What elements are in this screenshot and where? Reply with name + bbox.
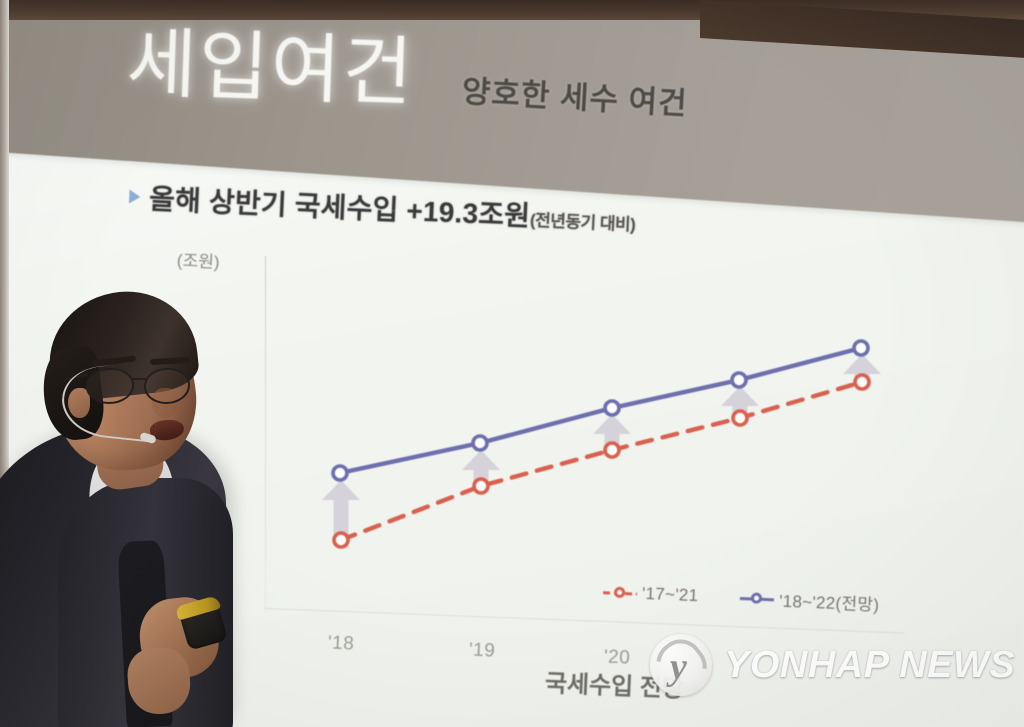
legend-item-0: '17~'21: [603, 582, 699, 606]
legend-marker-icon-1: [740, 590, 775, 605]
x-tick-label-0: '18: [327, 632, 355, 655]
watermark-text: YONHAP NEWS: [724, 643, 1016, 686]
data-point-0-0: [332, 531, 350, 549]
data-point-0-2: [603, 441, 621, 459]
glasses-icon: [64, 368, 202, 408]
legend-label-0: '17~'21: [641, 583, 699, 605]
speaker-ear: [68, 388, 90, 418]
chart-svg-plot: [322, 339, 881, 549]
series-0: [332, 373, 871, 549]
legend-marker-icon-0: [603, 585, 638, 600]
up-arrow-annotation-0: [322, 480, 360, 537]
line-chart: '18 '19 '20 '17~'21 '18~'22(전망) 국: [7, 0, 1024, 727]
up-arrow-annotation-3: [721, 386, 759, 416]
data-point-1-4: [852, 339, 870, 357]
data-point-1-0: [331, 464, 349, 482]
data-point-0-1: [472, 477, 490, 495]
speaker-figure: [0, 284, 250, 727]
legend-label-1: '18~'22(전망): [778, 591, 880, 615]
series-1: [331, 339, 870, 482]
data-point-1-2: [603, 399, 621, 417]
up-arrow-annotation-1: [462, 450, 500, 484]
data-point-1-3: [730, 371, 748, 389]
up-arrow-annotation-2: [593, 414, 631, 448]
data-point-0-4: [853, 373, 871, 391]
yonhap-logo-icon: y: [646, 630, 716, 700]
data-point-1-1: [471, 434, 489, 452]
x-tick-label-1: '19: [468, 639, 496, 662]
yonhap-watermark: y YONHAP NEWS: [646, 630, 1016, 700]
data-point-0-3: [731, 409, 749, 427]
left-wall-edge: [0, 0, 9, 727]
up-arrow-annotation-4: [843, 354, 881, 380]
y-axis-line: [265, 256, 266, 612]
